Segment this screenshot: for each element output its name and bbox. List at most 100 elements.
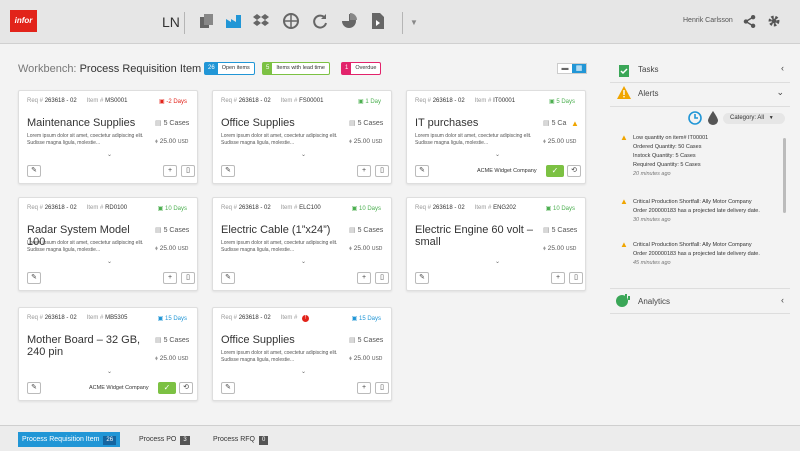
vendor-name[interactable]: ACME Widget Company <box>477 168 537 174</box>
approve-check-button[interactable]: ✓ <box>546 165 564 177</box>
toolbar-divider <box>402 12 403 34</box>
card-title[interactable]: Electric Cable (1”x24”) <box>221 224 331 236</box>
approve-check-button[interactable]: ✓ <box>158 382 176 394</box>
add-button[interactable]: + <box>163 272 177 284</box>
tab-label: Process RFQ <box>213 436 256 443</box>
edit-pencil-button[interactable]: ✎ <box>221 272 235 284</box>
tab-process-requisition-item[interactable]: Process Requisition Item 26 <box>18 432 121 447</box>
chevron-down-icon[interactable]: ▼ <box>410 18 418 27</box>
card-title[interactable]: IT purchases <box>415 117 479 129</box>
edit-pencil-button[interactable]: ✎ <box>221 382 235 394</box>
edit-pencil-button[interactable]: ✎ <box>27 382 41 394</box>
list-view-icon[interactable]: ▬ <box>561 65 569 72</box>
analytics-section[interactable]: Analytics ‹ <box>610 288 790 314</box>
requisition-card[interactable]: Req # 263618 - 02 Item # RD0100 ▣ 10 Days… <box>18 197 198 291</box>
card-meta: Req # 263618 - 02 Item # MB5305 <box>27 315 127 321</box>
expand-chevron-icon[interactable]: ⌄ <box>301 152 307 158</box>
grid-view-icon[interactable]: ▦ <box>572 64 586 73</box>
edit-pencil-button[interactable]: ✎ <box>415 165 429 177</box>
globe-icon[interactable] <box>282 12 300 30</box>
lead-time-badge[interactable]: 5 Items with lead time <box>262 62 330 75</box>
requisition-card[interactable]: Req # 263618 - 02 Item # ! ▣ 15 Days Offi… <box>212 307 392 401</box>
alert-text: Critical Production Shortfall: Ally Moto… <box>633 198 783 225</box>
view-toggle[interactable]: ▬ ▦ <box>557 63 587 74</box>
req-label: Req # <box>27 205 44 211</box>
document-icon[interactable]: ▯ <box>375 382 389 394</box>
card-title[interactable]: Electric Engine 60 volt – small <box>415 224 534 248</box>
drop-icon[interactable] <box>708 111 718 125</box>
vendor-swap-button[interactable]: ⟲ <box>567 165 581 177</box>
gear-icon[interactable] <box>767 14 781 28</box>
category-select[interactable]: Category: All ▼ <box>723 113 785 124</box>
factory-icon[interactable] <box>225 12 243 30</box>
alerts-section[interactable]: Alerts ⌄ <box>610 81 790 107</box>
box-icon: ▤ <box>543 120 550 127</box>
tab-process-rfq[interactable]: Process RFQ 0 <box>209 432 272 447</box>
edit-pencil-button[interactable]: ✎ <box>27 165 41 177</box>
add-button[interactable]: + <box>551 272 565 284</box>
app-name[interactable]: LN <box>162 14 180 30</box>
expand-chevron-icon[interactable]: ⌄ <box>495 259 501 265</box>
chevron-left-icon[interactable]: ‹ <box>781 295 784 305</box>
requisition-card[interactable]: Req # 263618 - 02 Item # FS00001 ▣ 1 Day … <box>212 90 392 184</box>
document-icon[interactable]: ▯ <box>569 272 583 284</box>
card-description: Lorem ipsum dolor sit amet, coectetur ad… <box>221 133 338 146</box>
document-icon[interactable]: ▯ <box>375 165 389 177</box>
tab-process-po[interactable]: Process PO 3 <box>135 432 194 447</box>
calendar-icon: ▣ <box>548 99 555 105</box>
pdf-file-icon[interactable] <box>369 12 387 30</box>
card-title[interactable]: Mother Board – 32 GB, 240 pin <box>27 334 141 358</box>
card-title[interactable]: Maintenance Supplies <box>27 117 136 129</box>
price-currency: USD <box>371 246 383 252</box>
requisition-card[interactable]: Req # 263618 - 02 Item # ELC100 ▣ 10 Days… <box>212 197 392 291</box>
chevron-down-icon[interactable]: ⌄ <box>776 87 784 97</box>
price: ⬧ 25.00 USD <box>155 138 188 146</box>
user-name[interactable]: Henrik Carlsson <box>683 17 733 24</box>
dropbox-icon[interactable] <box>252 12 270 30</box>
caret-down-icon: ▼ <box>768 115 774 121</box>
chevron-left-icon[interactable]: ‹ <box>781 63 784 73</box>
pie-chart-icon[interactable] <box>340 12 358 30</box>
requisition-card[interactable]: Req # 263618 - 02 Item # IT00001 ▣ 5 Days… <box>406 90 586 184</box>
tasks-section[interactable]: Tasks ‹ <box>610 57 790 83</box>
tag-icon: ⬧ <box>349 138 352 145</box>
requisition-card[interactable]: Req # 263618 - 02 Item # MS0001 ▣ -2 Days… <box>18 90 198 184</box>
expand-chevron-icon[interactable]: ⌄ <box>495 152 501 158</box>
document-icon[interactable]: ▯ <box>375 272 389 284</box>
expand-chevron-icon[interactable]: ⌄ <box>107 152 113 158</box>
add-button[interactable]: + <box>357 382 371 394</box>
edit-pencil-button[interactable]: ✎ <box>415 272 429 284</box>
card-title[interactable]: Office Supplies <box>221 334 295 346</box>
document-icon[interactable]: ▯ <box>181 272 195 284</box>
add-button[interactable]: + <box>357 165 371 177</box>
expand-chevron-icon[interactable]: ⌄ <box>107 369 113 375</box>
add-button[interactable]: + <box>163 165 177 177</box>
req-number: 263618 - 02 <box>44 98 77 104</box>
requisition-card[interactable]: Req # 263618 - 02 Item # MB5305 ▣ 15 Days… <box>18 307 198 401</box>
expand-chevron-icon[interactable]: ⌄ <box>301 259 307 265</box>
card-title[interactable]: Office Supplies <box>221 117 295 129</box>
calendar-icon: ▣ <box>158 99 165 105</box>
badge-count: 1 <box>342 63 352 74</box>
document-icon[interactable]: ▯ <box>181 165 195 177</box>
share-icon[interactable] <box>743 15 756 28</box>
requisition-card[interactable]: Req # 263618 - 02 Item # ENG202 ▣ 10 Days… <box>406 197 586 291</box>
card-title[interactable]: Radar System Model 100 <box>27 224 130 248</box>
due-days: ▣ 10 Days <box>546 205 575 212</box>
overdue-badge[interactable]: 1 Overdue <box>341 62 382 75</box>
expand-chevron-icon[interactable]: ⌄ <box>107 259 113 265</box>
vendor-name[interactable]: ACME Widget Company <box>89 385 149 391</box>
edit-pencil-button[interactable]: ✎ <box>221 165 235 177</box>
documents-icon[interactable] <box>198 12 216 30</box>
add-button[interactable]: + <box>357 272 371 284</box>
alerts-scrollbar[interactable] <box>783 138 786 213</box>
refresh-icon[interactable] <box>311 12 329 30</box>
infor-logo[interactable]: infor <box>10 10 37 32</box>
open-items-badge[interactable]: 26 Open items <box>204 62 255 75</box>
vendor-swap-button[interactable]: ⟲ <box>179 382 193 394</box>
edit-pencil-button[interactable]: ✎ <box>27 272 41 284</box>
expand-chevron-icon[interactable]: ⌄ <box>301 369 307 375</box>
clock-filter-icon[interactable] <box>688 111 702 125</box>
error-icon: ! <box>302 315 310 322</box>
page-title: Workbench: Process Requisition Item <box>18 63 201 75</box>
